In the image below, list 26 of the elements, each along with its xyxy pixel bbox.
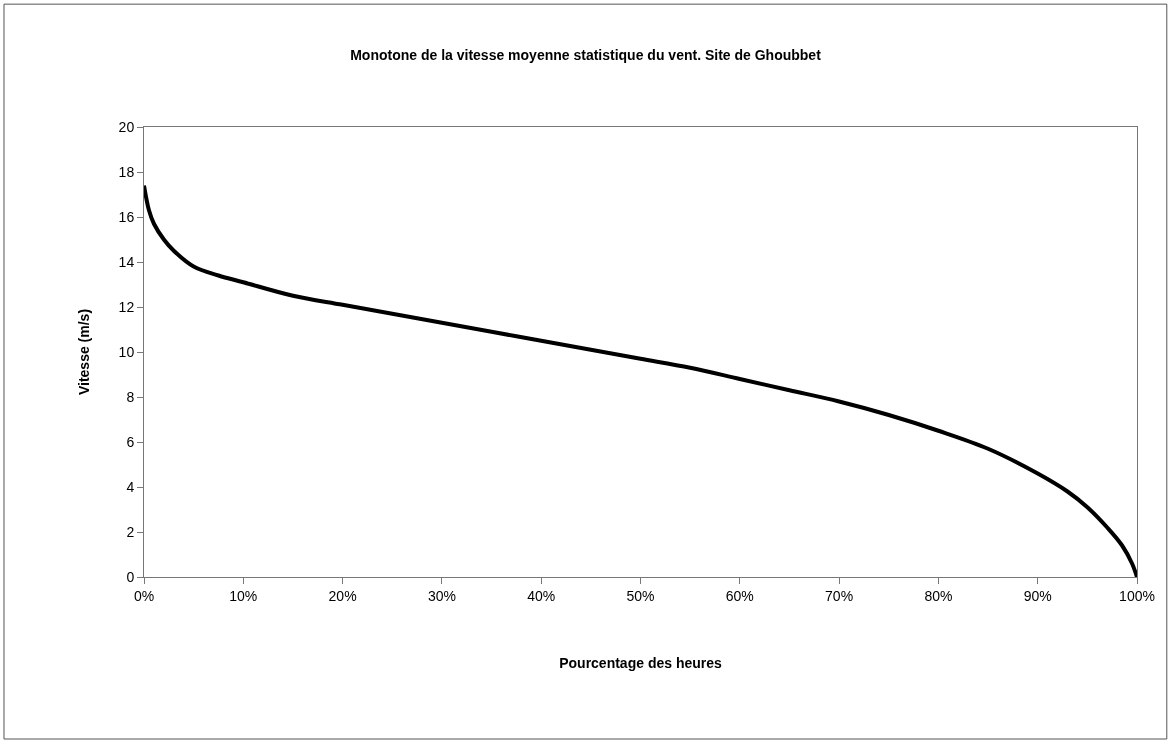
x-tick-label: 20% <box>328 587 357 604</box>
y-tick-label: 16 <box>118 208 135 225</box>
line-series <box>144 183 1137 577</box>
y-tick-label: 12 <box>118 298 135 315</box>
x-tick-label: 0% <box>133 587 155 604</box>
x-tick-label: 80% <box>924 587 953 604</box>
y-tick-label: 8 <box>126 388 135 405</box>
chart-title: Monotone de la vitesse moyenne statistique du vent. Site de Ghoubbet <box>350 46 822 63</box>
y-tick-label: 6 <box>126 433 135 450</box>
y-tick-label: 0 <box>126 568 135 585</box>
y-tick-label: 14 <box>118 253 135 270</box>
x-tick-label: 40% <box>527 587 556 604</box>
x-tick-label: 10% <box>229 587 258 604</box>
x-tick-label: 60% <box>725 587 754 604</box>
x-tick-label: 90% <box>1023 587 1052 604</box>
x-tick-label: 30% <box>427 587 456 604</box>
x-tick-label: 70% <box>825 587 854 604</box>
y-tick-label: 20 <box>118 118 135 135</box>
y-tick-label: 18 <box>118 163 135 180</box>
y-tick-label: 2 <box>126 523 135 540</box>
y-tick-label: 4 <box>126 478 135 495</box>
y-axis-title: Vitesse (m/s) <box>76 308 93 396</box>
y-tick-label: 10 <box>118 343 135 360</box>
x-axis-title: Pourcentage des heures <box>559 655 723 672</box>
x-tick-label: 50% <box>626 587 655 604</box>
x-tick-label: 100% <box>1119 587 1155 604</box>
